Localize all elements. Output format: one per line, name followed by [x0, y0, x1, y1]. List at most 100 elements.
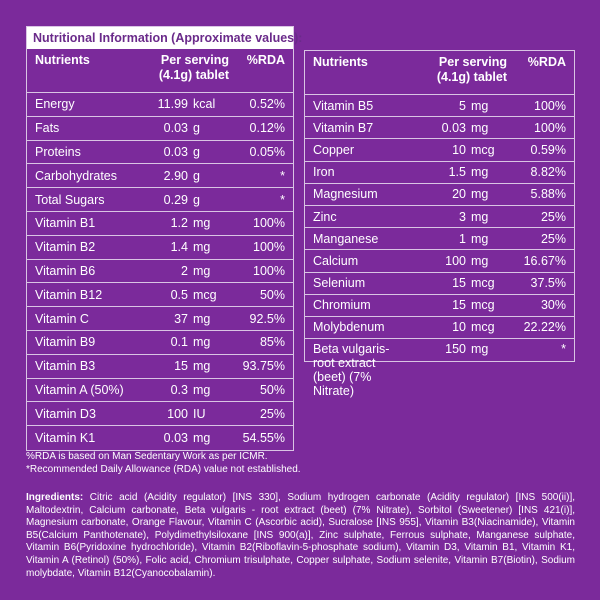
- amount-unit: mg: [471, 231, 489, 246]
- rda-value: 100%: [534, 98, 566, 113]
- amount-unit: g: [193, 121, 200, 136]
- ingredients-label: Ingredients:: [26, 492, 84, 503]
- table-row: Vitamin B12 0.5 mcg 50%: [27, 283, 293, 308]
- amount-unit: g: [193, 192, 200, 207]
- amount-value: 0.03: [163, 431, 188, 446]
- rda-value: 85%: [259, 335, 285, 350]
- serving-amount: 100 mg: [409, 254, 513, 268]
- amount-value: 100: [445, 253, 466, 268]
- table-row: Vitamin B5 5 mg 100%: [305, 95, 574, 118]
- serving-amount: 0.03 g: [131, 121, 235, 135]
- nutrient-name: Manganese: [313, 231, 379, 246]
- amount-unit: mcg: [471, 298, 495, 313]
- amount-value: 11.99: [157, 97, 188, 112]
- table-row: Carbohydrates 2.90 g *: [27, 164, 293, 189]
- amount-unit: mg: [193, 431, 211, 446]
- nutrient-name: Vitamin B3: [35, 359, 96, 374]
- header-serving: Per serving (4.1g) tablet: [158, 53, 229, 82]
- rda-value: 8.82%: [530, 165, 566, 180]
- amount-value: 3: [459, 209, 466, 224]
- table-row: Manganese 1 mg 25%: [305, 228, 574, 251]
- table-row: Vitamin B3 15 mg 93.75%: [27, 355, 293, 379]
- nutrient-name: Chromium: [313, 298, 371, 313]
- table-row: Fats 0.03 g 0.12%: [27, 117, 293, 141]
- rda-basis-note: %RDA is based on Man Sedentary Work as p…: [26, 451, 268, 462]
- table-row: Vitamin B6 2 mg 100%: [27, 260, 293, 284]
- header-rda: %RDA: [527, 55, 566, 69]
- rda-value: 5.88%: [530, 187, 566, 202]
- serving-amount: 1.5 mg: [409, 165, 513, 179]
- header-rda: %RDA: [246, 53, 285, 67]
- nutrient-name: Energy: [35, 97, 75, 112]
- rda-value: 22.22%: [523, 320, 566, 335]
- amount-unit: mg: [193, 311, 211, 326]
- nutrition-table-right: Nutrients Per serving (4.1g) tablet %RDA…: [304, 50, 575, 398]
- rda-value: *: [280, 168, 285, 183]
- serving-amount: 0.5 mcg: [131, 288, 235, 302]
- serving-amount: 20 mg: [409, 187, 513, 201]
- nutrient-name: Molybdenum: [313, 320, 385, 335]
- amount-unit: mg: [193, 240, 211, 255]
- serving-amount: 1.4 mg: [131, 240, 235, 254]
- table-row: Magnesium 20 mg 5.88%: [305, 184, 574, 206]
- rda-value: 100%: [253, 240, 285, 255]
- nutrient-name: Copper: [313, 142, 354, 157]
- serving-amount: 0.29 g: [131, 193, 235, 207]
- amount-unit: mcg: [471, 276, 495, 291]
- amount-unit: mg: [471, 165, 489, 180]
- amount-value: 2: [181, 263, 188, 278]
- table-row: Beta vulgaris-root extract (beet) (7% Ni…: [305, 339, 574, 398]
- serving-amount: 0.3 mg: [131, 383, 235, 397]
- rda-value: 100%: [253, 216, 285, 231]
- rda-value: 93.75%: [242, 359, 285, 374]
- amount-unit: mg: [193, 263, 211, 278]
- amount-unit: mg: [193, 335, 211, 350]
- rda-value: 0.12%: [249, 121, 285, 136]
- table-row: Vitamin B1 1.2 mg 100%: [27, 212, 293, 236]
- amount-value: 1.4: [170, 240, 188, 255]
- amount-unit: mg: [471, 209, 489, 224]
- amount-unit: mcg: [471, 142, 495, 157]
- amount-value: 0.03: [163, 121, 188, 136]
- amount-value: 10: [452, 320, 466, 335]
- serving-amount: 150 mg: [409, 342, 513, 356]
- nutrient-name: Vitamin B2: [35, 240, 96, 255]
- amount-value: 100: [167, 406, 188, 421]
- table-row: Iron 1.5 mg 8.82%: [305, 162, 574, 184]
- amount-unit: mg: [193, 382, 211, 397]
- nutrient-name: Vitamin B7: [313, 120, 374, 135]
- serving-amount: 0.03 mg: [409, 121, 513, 135]
- serving-amount: 37 mg: [131, 312, 235, 326]
- nutrient-name: Vitamin B6: [35, 263, 96, 278]
- table-row: Total Sugars 0.29 g *: [27, 188, 293, 212]
- serving-amount: 5 mg: [409, 99, 513, 113]
- serving-amount: 1.2 mg: [131, 216, 235, 230]
- table-row: Energy 11.99 kcal 0.52%: [27, 93, 293, 117]
- amount-value: 15: [452, 298, 466, 313]
- amount-unit: mcg: [193, 287, 217, 302]
- table-title: Nutritional Information (Approximate val…: [27, 27, 302, 49]
- rda-value: 25%: [259, 406, 285, 421]
- amount-unit: mg: [471, 98, 489, 113]
- amount-value: 0.03: [441, 120, 466, 135]
- nutrient-name: Vitamin B5: [313, 98, 374, 113]
- nutrient-name: Selenium: [313, 276, 366, 291]
- table-row: Vitamin C 37 mg 92.5%: [27, 307, 293, 331]
- amount-value: 0.5: [170, 287, 188, 302]
- nutrient-name: Vitamin A (50%): [35, 382, 124, 397]
- amount-value: 0.3: [170, 382, 188, 397]
- serving-amount: 3 mg: [409, 210, 513, 224]
- rda-value: 100%: [534, 120, 566, 135]
- amount-value: 10: [452, 142, 466, 157]
- rda-value: *: [280, 192, 285, 207]
- table-row: Molybdenum 10 mcg 22.22%: [305, 317, 574, 340]
- rda-value: 16.67%: [523, 253, 566, 268]
- amount-value: 5: [459, 98, 466, 113]
- nutrient-name: Calcium: [313, 253, 359, 268]
- table-row: Vitamin B7 0.03 mg 100%: [305, 117, 574, 140]
- nutrition-table-left: Nutritional Information (Approximate val…: [26, 26, 302, 451]
- serving-amount: 15 mg: [131, 359, 235, 373]
- serving-amount: 2.90 g: [131, 169, 235, 183]
- rda-value: *: [561, 342, 566, 357]
- amount-unit: mg: [471, 120, 489, 135]
